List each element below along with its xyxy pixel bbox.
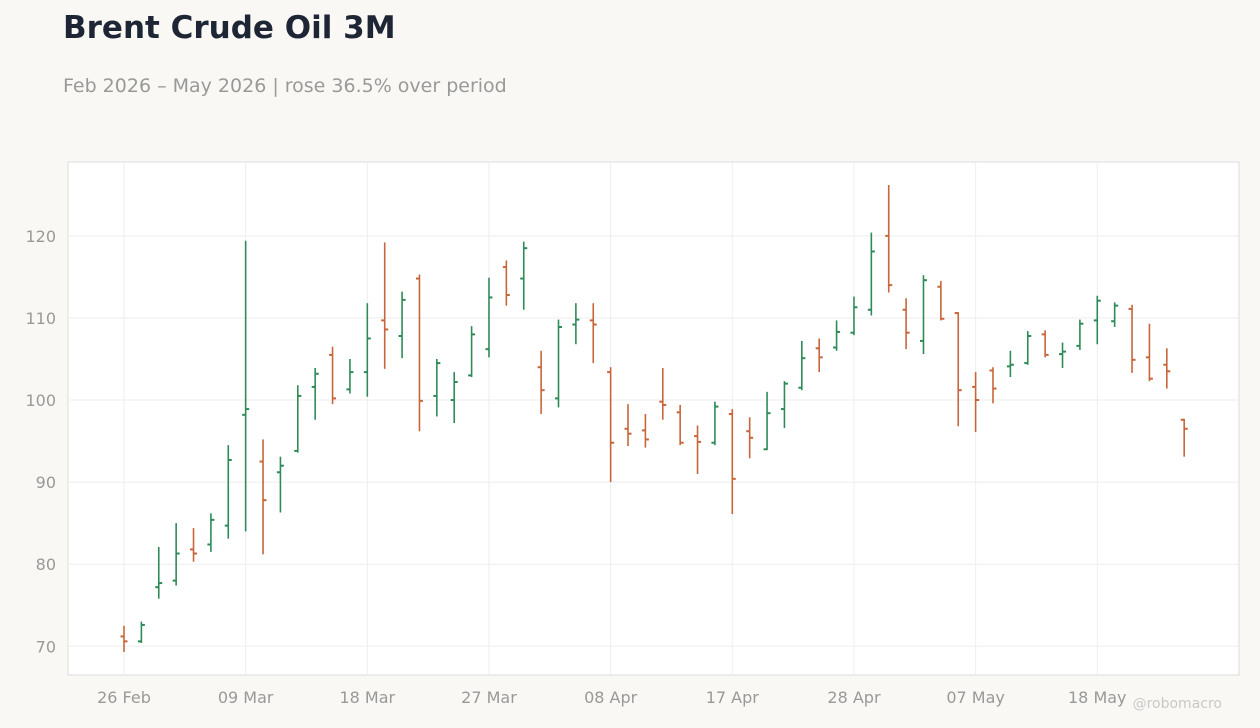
y-tick-label: 120 [25, 227, 56, 246]
y-tick-label: 110 [25, 309, 56, 328]
ohlc-bar [1059, 342, 1067, 369]
x-tick-label: 26 Feb [97, 688, 151, 707]
ohlc-bar [1128, 304, 1136, 373]
ohlc-bar [311, 368, 319, 420]
x-tick-label: 28 Apr [827, 688, 881, 707]
ohlc-bar [1006, 350, 1014, 378]
ohlc-bar [1041, 330, 1049, 358]
ohlc-bar [520, 241, 528, 310]
ohlc-bar [607, 367, 615, 483]
ohlc-bar [415, 274, 423, 432]
ohlc-bar [1163, 348, 1171, 389]
ohlc-bar [190, 528, 198, 562]
x-tick-label: 27 Mar [461, 688, 517, 707]
ohlc-bar [641, 413, 649, 448]
ohlc-bar [850, 296, 858, 336]
ohlc-bar [172, 523, 180, 586]
ohlc-bars [120, 184, 1188, 653]
ohlc-bar [711, 401, 719, 446]
x-tick-label: 18 Mar [339, 688, 395, 707]
ohlc-bar [398, 291, 406, 359]
ohlc-bar [589, 303, 597, 364]
ohlc-bar [276, 456, 284, 513]
ohlc-bar [1076, 319, 1084, 350]
x-tick-label: 17 Apr [706, 688, 760, 707]
ohlc-bar [902, 298, 910, 350]
ohlc-bar [676, 404, 684, 446]
watermark: @robomacro [1132, 696, 1222, 712]
ohlc-bar [746, 417, 754, 459]
ohlc-bar [207, 513, 215, 552]
ohlc-bar [919, 275, 927, 355]
ohlc-bar [885, 184, 893, 293]
x-tick-label: 07 May [946, 688, 1005, 707]
ohlc-bar [1093, 295, 1101, 345]
ohlc-bar [833, 320, 841, 351]
ohlc-bar [137, 621, 145, 643]
ohlc-bar [937, 281, 945, 321]
ohlc-bar [468, 326, 476, 378]
ohlc-bar [329, 346, 337, 405]
ohlc-bar [537, 350, 545, 414]
ohlc-bar [155, 546, 163, 599]
x-tick-label: 18 May [1068, 688, 1127, 707]
ohlc-bar [798, 340, 806, 391]
ohlc-bar [381, 242, 389, 369]
ohlc-bar [363, 303, 371, 397]
chart-subtitle: Feb 2026 – May 2026 | rose 36.5% over pe… [63, 75, 507, 97]
ohlc-bar [728, 409, 736, 515]
ohlc-bar [502, 260, 510, 306]
ohlc-bar [1024, 331, 1032, 365]
ohlc-bar [485, 277, 493, 358]
x-tick-label: 09 Mar [218, 688, 274, 707]
ohlc-bar [763, 391, 771, 451]
ohlc-bar [659, 368, 667, 420]
ohlc-bar [433, 358, 441, 417]
ohlc-bar [972, 372, 980, 433]
ohlc-bar [624, 404, 632, 446]
y-tick-label: 70 [36, 637, 56, 656]
x-axis: 26 Feb 09 Mar 18 Mar 27 Mar 08 Apr 17 Apr 28 A… [97, 688, 1126, 707]
ohlc-bar [867, 232, 875, 316]
chart-title: Brent Crude Oil 3M [63, 10, 396, 46]
ohlc-bar [224, 445, 232, 539]
y-axis: 70 80 90 100 110 120 [25, 227, 56, 656]
x-tick-label: 08 Apr [584, 688, 638, 707]
ohlc-bar [1111, 302, 1119, 327]
ohlc-bar [450, 372, 458, 424]
y-tick-label: 90 [36, 473, 56, 492]
y-tick-label: 100 [25, 391, 56, 410]
ohlc-bar [555, 319, 562, 408]
grid-lines [68, 162, 1239, 675]
ohlc-bar [780, 381, 788, 428]
ohlc-bar [954, 312, 962, 427]
plot-area [67, 161, 1240, 676]
ohlc-bar [694, 425, 702, 474]
ohlc-bar [572, 303, 580, 345]
ohlc-bar [294, 385, 302, 453]
ohlc-bar [242, 240, 250, 532]
ohlc-bar [989, 367, 997, 404]
ohlc-bar [1145, 323, 1153, 382]
ohlc-bar [346, 358, 354, 394]
ohlc-bar [259, 439, 267, 555]
ohlc-bar [815, 338, 823, 373]
ohlc-bar [1180, 418, 1188, 457]
ohlc-bar [120, 625, 128, 653]
y-tick-label: 80 [36, 555, 56, 574]
